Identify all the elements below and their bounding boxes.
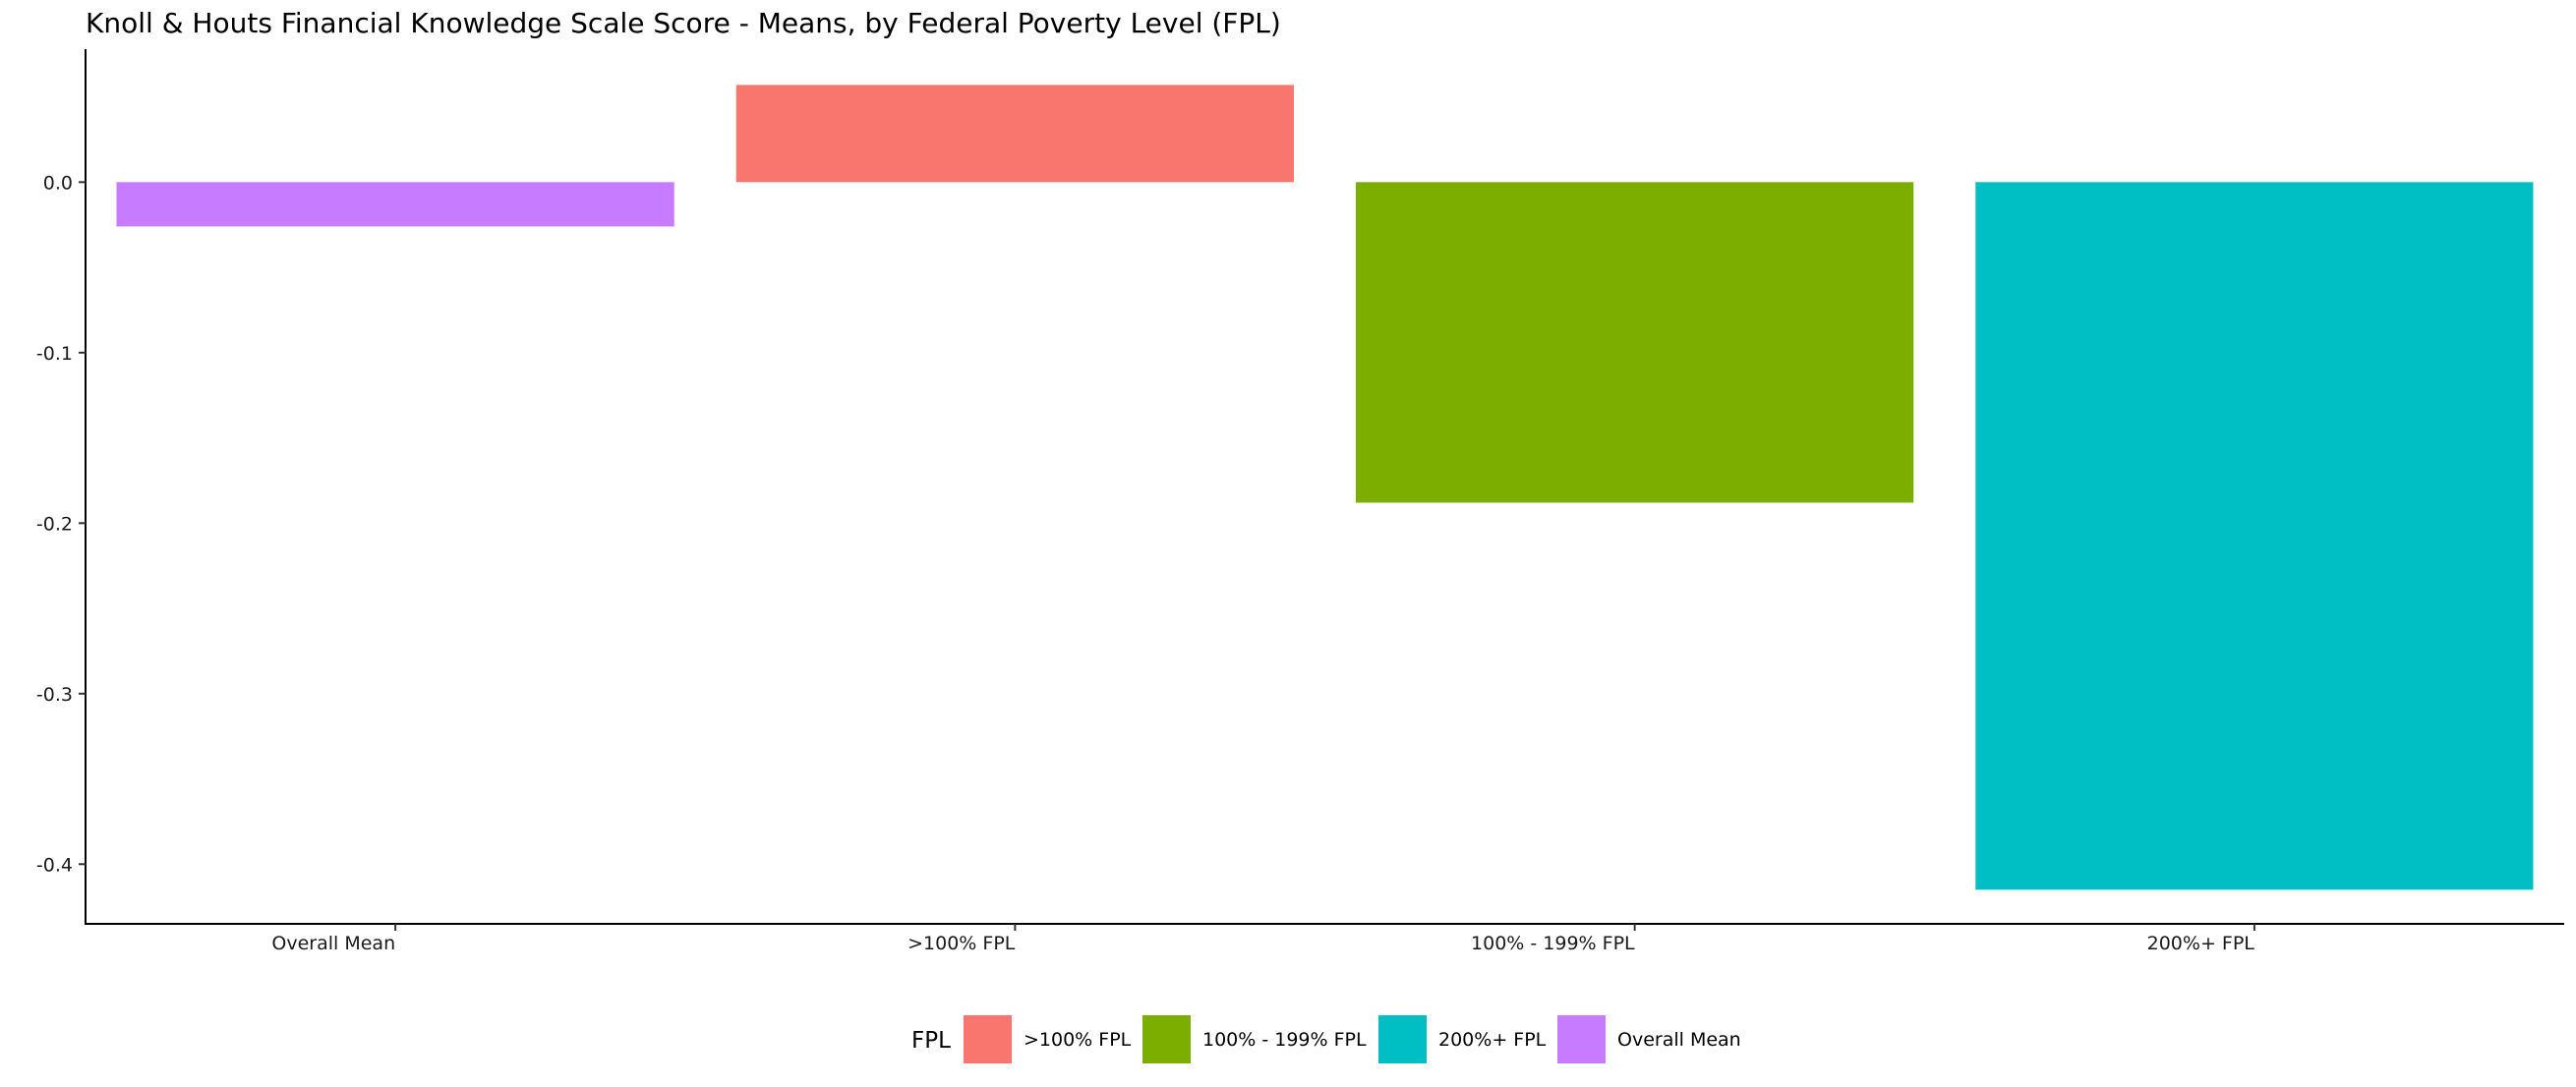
legend-key-200-fpl bbox=[1378, 1015, 1427, 1063]
legend-key-100-199-fpl bbox=[1142, 1015, 1191, 1063]
plot-area bbox=[116, 85, 2534, 890]
x-tick-label: >100% FPL bbox=[907, 933, 1016, 954]
y-tick-label: -0.4 bbox=[36, 854, 73, 876]
legend-label: 100% - 199% FPL bbox=[1202, 1029, 1367, 1051]
y-axis-ticks: 0.0 -0.1 -0.2 -0.3 -0.4 bbox=[36, 172, 86, 876]
y-tick-label: 0.0 bbox=[43, 172, 73, 194]
bar-100-199-fpl bbox=[1356, 182, 1914, 503]
x-tick-label: Overall Mean bbox=[271, 933, 395, 954]
bar-overall-mean bbox=[116, 182, 674, 227]
x-tick-label: 100% - 199% FPL bbox=[1471, 933, 1635, 954]
legend-key-overall-mean bbox=[1557, 1015, 1606, 1063]
legend-label: >100% FPL bbox=[1024, 1029, 1132, 1051]
bar-100-fpl bbox=[735, 85, 1294, 183]
legend-title: FPL bbox=[911, 1028, 951, 1054]
x-axis-ticks: Overall Mean >100% FPL 100% - 199% FPL 200%… bbox=[271, 924, 2255, 954]
legend: FPL >100% FPL 100% - 199% FPL 200%+ FPL Ove… bbox=[911, 1015, 1741, 1063]
y-tick-label: -0.2 bbox=[36, 513, 73, 535]
chart-title: Knoll & Houts Financial Knowledge Scale … bbox=[86, 7, 1281, 39]
legend-label: 200%+ FPL bbox=[1438, 1029, 1547, 1051]
y-tick-label: -0.1 bbox=[36, 343, 73, 365]
legend-key-100-fpl bbox=[964, 1015, 1012, 1063]
legend-label: Overall Mean bbox=[1617, 1029, 1741, 1051]
y-tick-label: -0.3 bbox=[36, 684, 73, 706]
x-tick-label: 200%+ FPL bbox=[2147, 933, 2255, 954]
bar-200-fpl bbox=[1975, 182, 2534, 890]
